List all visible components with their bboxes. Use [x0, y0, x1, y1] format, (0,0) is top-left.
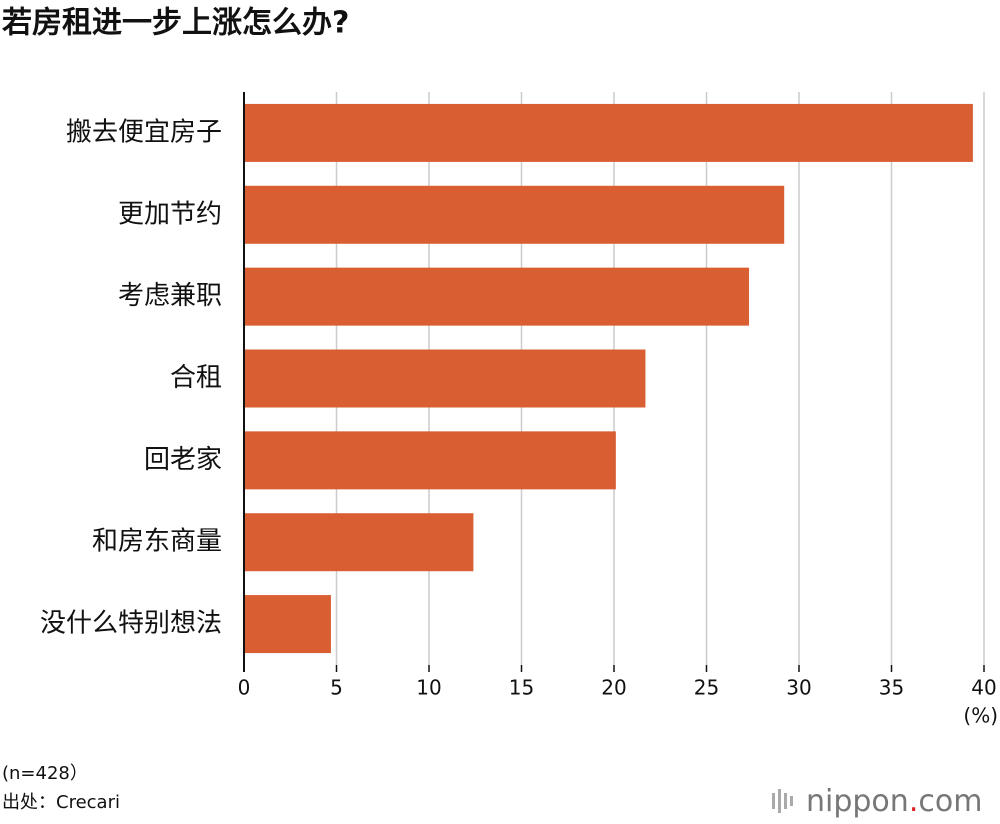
bar	[244, 185, 785, 244]
x-tick-label: 15	[509, 676, 534, 700]
logo-tld: com	[918, 784, 982, 819]
y-tick-label: 搬去便宜房子	[66, 117, 222, 147]
bar	[244, 349, 646, 408]
x-tick-label: 0	[238, 676, 251, 700]
x-axis-label: (%)	[963, 704, 998, 728]
bar	[244, 595, 331, 654]
x-tick-label: 10	[416, 676, 441, 700]
x-tick-label: 40	[971, 676, 996, 700]
x-tick-label: 5	[330, 676, 343, 700]
logo-dot: .	[909, 784, 919, 819]
x-tick-label: 25	[694, 676, 719, 700]
logo-name: nippon	[806, 784, 909, 819]
note: (n=428）	[2, 763, 88, 784]
bar	[244, 513, 474, 572]
x-tick-label: 35	[879, 676, 904, 700]
x-tick-label: 20	[601, 676, 626, 700]
bar	[244, 267, 750, 326]
logo-bars	[772, 789, 793, 813]
source: 出处：Crecari	[2, 792, 120, 813]
y-tick-label: 和房东商量	[92, 527, 222, 557]
y-tick-label: 考虑兼职	[118, 281, 222, 311]
chart-title: 若房租进一步上涨怎么办?	[2, 6, 349, 41]
y-tick-label: 更加节约	[118, 199, 222, 229]
logo: nippon.com	[806, 784, 982, 819]
bar	[244, 431, 616, 490]
bar	[244, 103, 973, 162]
y-tick-label: 合租	[170, 363, 222, 393]
y-tick-label: 没什么特别想法	[40, 609, 222, 639]
y-tick-label: 回老家	[144, 445, 222, 475]
x-tick-label: 30	[786, 676, 811, 700]
